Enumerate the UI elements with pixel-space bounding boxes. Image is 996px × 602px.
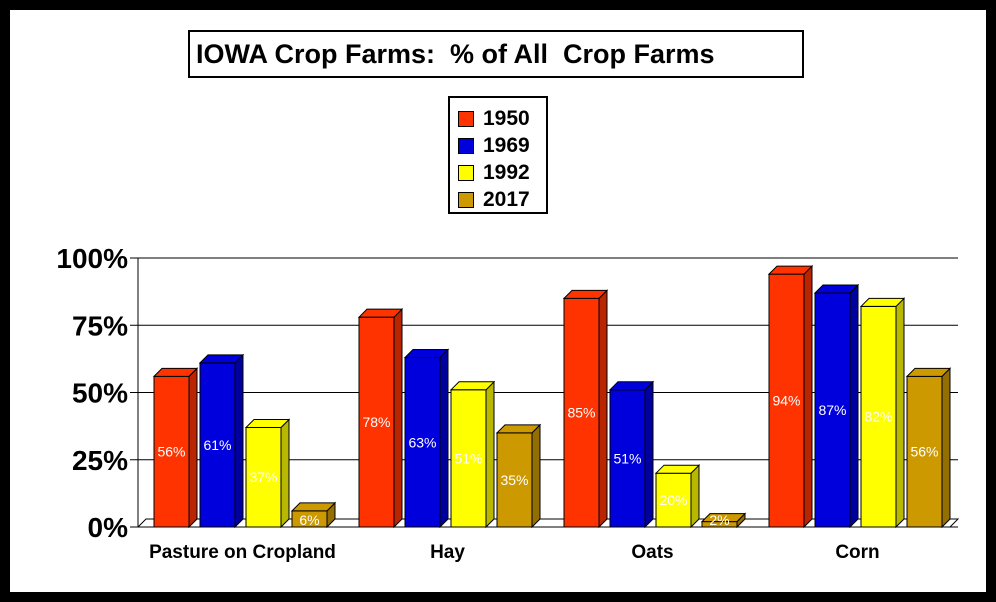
ytick-label-25: 25% xyxy=(72,445,128,476)
bar-1969-corn xyxy=(814,292,851,528)
data-label-2017-hay: 35% xyxy=(500,472,528,488)
xtick-label-oats: Oats xyxy=(631,542,673,563)
bar-1992-hay-side xyxy=(485,380,495,529)
bar-1992-hay xyxy=(450,389,487,528)
data-label-1992-hay: 51% xyxy=(454,450,482,466)
bar-1950-pasture-on-cropland-side xyxy=(188,367,198,529)
bar-1969-pasture-on-cropland-side xyxy=(234,353,244,529)
bar-1969-corn-top xyxy=(813,284,860,294)
ytick-label-0: 0% xyxy=(88,512,129,543)
bar-1969-pasture-on-cropland-top xyxy=(198,354,245,364)
bar-2017-corn-side xyxy=(941,367,951,529)
bar-2017-hay-side xyxy=(531,423,541,529)
data-label-2017-corn: 56% xyxy=(910,444,938,460)
legend-item-1969: 1969 xyxy=(458,132,546,159)
xtick-label-pasture-on-cropland: Pasture on Cropland xyxy=(149,542,336,563)
legend-label-1992: 1992 xyxy=(483,160,530,184)
legend-label-1950: 1950 xyxy=(483,106,530,130)
legend-label-2017: 2017 xyxy=(483,187,530,211)
data-label-1950-oats: 85% xyxy=(567,405,595,421)
xtick-label-corn: Corn xyxy=(835,542,879,563)
legend: 1950 1969 1992 2017 xyxy=(448,96,548,214)
legend-label-1969: 1969 xyxy=(483,133,530,157)
ytick-label-50: 50% xyxy=(72,378,128,409)
bar-2017-pasture-on-cropland-top xyxy=(290,502,337,512)
data-label-1969-pasture-on-cropland: 61% xyxy=(203,437,231,453)
bar-1950-corn xyxy=(768,273,805,528)
ytick-label-75: 75% xyxy=(72,310,128,341)
bar-1992-oats xyxy=(655,472,692,528)
bar-1950-hay-side xyxy=(393,307,403,529)
bar-1969-oats xyxy=(609,389,646,528)
bar-1992-pasture-on-cropland-side xyxy=(280,418,290,529)
bar-1992-oats-top xyxy=(654,464,701,474)
data-label-2017-pasture-on-cropland: 6% xyxy=(299,512,319,528)
bar-1992-pasture-on-cropland-top xyxy=(244,418,291,428)
bar-1950-oats-top xyxy=(562,289,609,299)
data-label-1950-hay: 78% xyxy=(362,414,390,430)
bar-1992-hay-top xyxy=(449,381,496,391)
legend-swatch-1950 xyxy=(458,110,474,127)
bar-1950-oats-side xyxy=(598,289,608,529)
bar-1992-oats-side xyxy=(690,463,700,529)
bar-1969-hay-top xyxy=(403,349,450,359)
bar-1992-corn-top xyxy=(859,297,906,307)
data-label-1950-corn: 94% xyxy=(772,393,800,409)
data-label-1969-corn: 87% xyxy=(818,402,846,418)
bar-1950-oats xyxy=(563,297,600,528)
bar-1950-pasture-on-cropland xyxy=(153,375,190,528)
bar-1950-pasture-on-cropland-top xyxy=(152,367,199,377)
bar-1950-hay-top xyxy=(357,308,404,318)
legend-swatch-1992 xyxy=(458,164,474,181)
bar-2017-hay xyxy=(496,432,533,528)
data-label-1950-pasture-on-cropland: 56% xyxy=(157,444,185,460)
data-label-1969-hay: 63% xyxy=(408,434,436,450)
bar-1950-corn-top xyxy=(767,265,814,275)
ytick-label-100: 100% xyxy=(56,243,128,274)
legend-swatch-2017 xyxy=(458,191,474,208)
bar-1992-corn xyxy=(860,305,897,528)
legend-swatch-1969 xyxy=(458,137,474,154)
bar-1969-corn-side xyxy=(849,283,859,529)
bar-2017-hay-top xyxy=(495,424,542,434)
bar-1969-oats-top xyxy=(608,381,655,391)
xtick-label-hay: Hay xyxy=(430,542,465,563)
data-label-1992-oats: 20% xyxy=(659,492,687,508)
bar-1950-corn-side xyxy=(803,264,813,529)
legend-item-1950: 1950 xyxy=(458,105,546,132)
legend-item-2017: 2017 xyxy=(458,186,546,213)
bar-2017-corn-top xyxy=(905,367,952,377)
data-label-1992-corn: 82% xyxy=(864,409,892,425)
data-label-1992-pasture-on-cropland: 37% xyxy=(249,469,277,485)
bar-1992-corn-side xyxy=(895,297,905,529)
data-label-1969-oats: 51% xyxy=(613,450,641,466)
bar-2017-oats-top xyxy=(700,513,747,523)
bar-1969-hay xyxy=(404,357,441,528)
legend-item-1992: 1992 xyxy=(458,159,546,186)
bar-1969-oats-side xyxy=(644,380,654,529)
chart-title: IOWA Crop Farms: % of All Crop Farms xyxy=(188,30,804,78)
data-label-2017-oats: 2% xyxy=(709,512,729,528)
bar-1969-hay-side xyxy=(439,348,449,529)
